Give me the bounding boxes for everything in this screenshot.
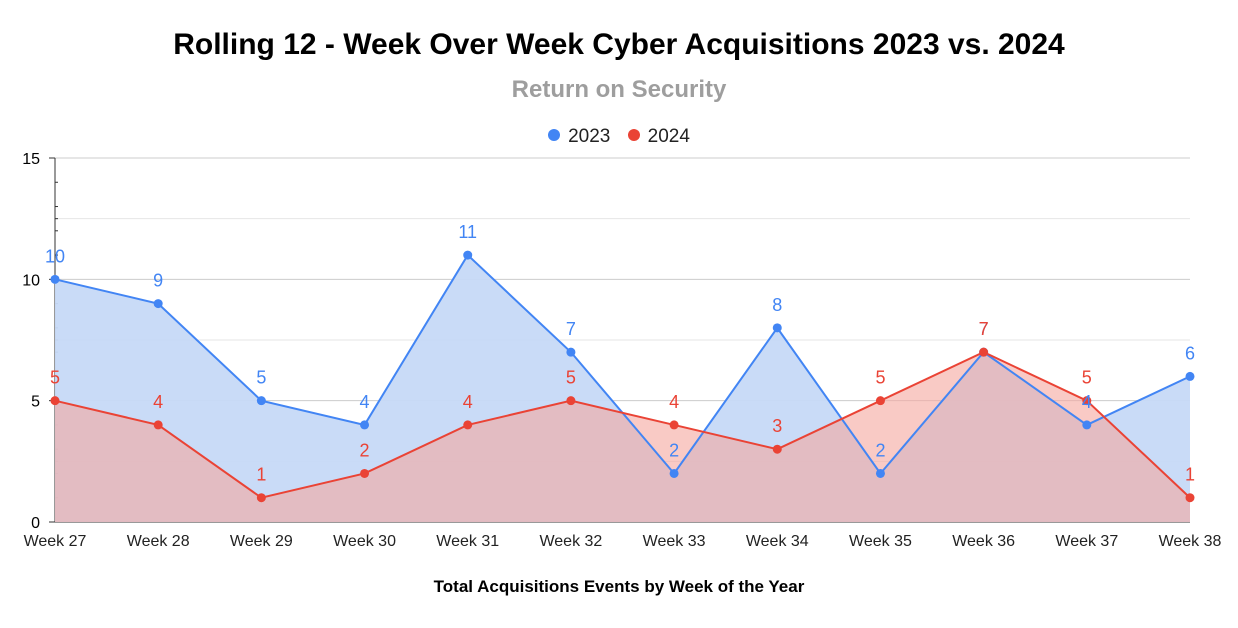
data-point-2024 (979, 347, 989, 357)
x-tick-label: Week 34 (746, 533, 809, 550)
data-label-2024: 4 (463, 392, 473, 412)
legend-marker-2023 (548, 129, 561, 141)
data-point-2024 (1185, 493, 1195, 503)
x-tick-label: Week 37 (1055, 533, 1118, 550)
data-point-2023 (566, 347, 576, 357)
data-label-2023: 2 (875, 440, 885, 460)
area-fill-2024 (55, 352, 1190, 522)
data-label-2024: 1 (1185, 465, 1195, 485)
y-tick-label: 0 (31, 515, 40, 532)
x-axis-label: Total Acquisitions Events by Week of the… (433, 577, 805, 596)
chart-title: Rolling 12 - Week Over Week Cyber Acquis… (173, 28, 1065, 61)
x-tick-label: Week 30 (333, 533, 396, 550)
x-tick-label: Week 31 (436, 533, 499, 550)
x-tick-label: Week 28 (127, 533, 190, 550)
x-tick-label: Week 35 (849, 533, 912, 550)
data-label-2024: 4 (153, 392, 163, 412)
data-label-2023: 4 (1082, 392, 1092, 412)
data-label-2023: 7 (979, 319, 989, 339)
data-point-2023 (1185, 371, 1195, 381)
data-point-2023 (463, 250, 473, 260)
chart-legend: 2023 2024 (0, 126, 1238, 148)
data-point-2024 (1082, 396, 1092, 406)
data-label-2024: 3 (772, 416, 782, 436)
data-label-2023: 8 (772, 295, 782, 315)
data-label-2024: 7 (979, 319, 989, 339)
y-tick-label: 10 (22, 272, 40, 289)
data-point-2023 (1082, 420, 1092, 430)
x-tick-label: Week 32 (539, 533, 602, 550)
data-point-2023 (256, 396, 266, 406)
x-tick-label: Week 36 (952, 533, 1015, 550)
legend-label-2023: 2023 (568, 126, 611, 147)
data-point-2023 (669, 468, 679, 478)
data-point-2024 (50, 396, 60, 406)
data-label-2024: 5 (875, 368, 885, 388)
data-point-2024 (256, 493, 266, 503)
data-point-2023 (50, 274, 60, 284)
legend-item-2023[interactable]: 2023 (548, 126, 610, 148)
data-point-2024 (669, 420, 679, 430)
x-tick-label: Week 29 (230, 533, 293, 550)
data-point-2023 (772, 323, 782, 333)
data-label-2024: 1 (256, 465, 266, 485)
y-tick-label: 15 (22, 151, 40, 168)
data-point-2024 (360, 468, 370, 478)
data-label-2024: 5 (566, 368, 576, 388)
data-label-2023: 7 (566, 319, 576, 339)
data-label-2023: 11 (458, 222, 477, 242)
x-tick-label: Week 38 (1159, 533, 1222, 550)
chart-subtitle: Return on Security (511, 76, 727, 103)
data-point-2024 (153, 420, 163, 430)
data-point-2024 (566, 396, 576, 406)
x-tick-label: Week 33 (643, 533, 706, 550)
legend-item-2024[interactable]: 2024 (627, 126, 690, 148)
data-point-2024 (875, 396, 885, 406)
data-label-2023: 2 (669, 440, 679, 460)
data-point-2023 (875, 468, 885, 478)
y-tick-label: 5 (31, 394, 40, 411)
data-label-2024: 2 (360, 440, 370, 460)
data-label-2023: 10 (45, 246, 65, 266)
data-point-2023 (153, 299, 163, 309)
data-label-2024: 4 (669, 392, 679, 412)
series-line-2024 (54, 351, 1191, 499)
legend-label-2024: 2024 (647, 126, 690, 147)
data-label-2024: 5 (1082, 368, 1092, 388)
legend-marker-2024 (627, 129, 640, 141)
data-point-2023 (360, 420, 370, 430)
data-label-2023: 5 (256, 368, 266, 388)
data-point-2024 (772, 444, 782, 454)
data-label-2023: 4 (360, 392, 370, 412)
data-label-2023: 9 (153, 271, 163, 291)
data-label-2024: 5 (50, 368, 60, 388)
data-point-2024 (463, 420, 473, 430)
data-label-2023: 6 (1185, 343, 1195, 363)
x-tick-label: Week 27 (24, 533, 87, 550)
